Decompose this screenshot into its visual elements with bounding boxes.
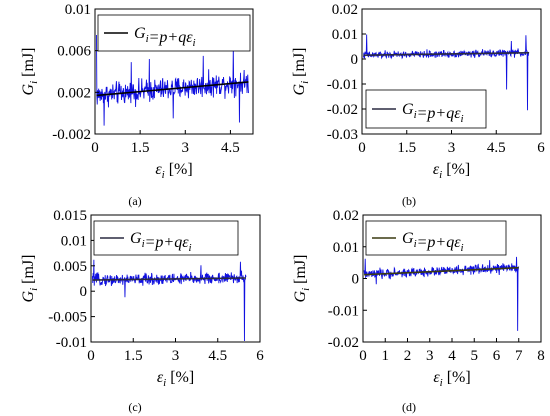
x-tick-label: 7 <box>515 348 523 364</box>
y-axis-label: Gi [mJ] <box>292 255 312 303</box>
x-axis-label: εi [%] <box>433 161 470 181</box>
x-tick-label: 3 <box>182 140 190 156</box>
panel-tag-c: (c) <box>128 400 141 414</box>
series-linear-fit <box>364 266 519 276</box>
panel-c: -0.01 -0.005 0 0.005 0.01 0.015 0 1.5 3 4.5 6 εi [%… <box>20 208 264 389</box>
series-energy-noise <box>91 259 247 341</box>
x-axis-label: εi [%] <box>157 369 194 389</box>
x-tick-label: 0 <box>91 140 99 156</box>
y-tick-label: -0.03 <box>327 127 358 143</box>
y-tick-label: -0.002 <box>52 127 91 143</box>
y-tick-label: -0.005 <box>48 310 87 326</box>
legend-label: Gi=p+qεi <box>402 230 464 254</box>
x-tick-label: 4 <box>448 348 456 364</box>
x-tick-label: 1.5 <box>397 140 416 156</box>
legend: Gi=p+qεi <box>365 89 487 129</box>
x-tick-label: 0 <box>87 348 95 364</box>
series-energy-noise <box>363 256 520 331</box>
y-tick-label: 0 <box>352 272 360 288</box>
panel-tag-a: (a) <box>128 194 141 208</box>
y-tick-label: 0 <box>80 284 88 300</box>
plot-frame <box>94 8 254 135</box>
x-tick-label: 2 <box>404 348 412 364</box>
x-tick-label: 4.5 <box>221 140 240 156</box>
y-tick-label: 0.01 <box>332 27 358 43</box>
y-tick-label: 0.002 <box>57 85 91 101</box>
x-tick-label: 3 <box>448 140 456 156</box>
y-tick-label: 0 <box>351 52 359 68</box>
x-axis-label: εi [%] <box>433 369 470 389</box>
series-linear-fit <box>363 51 530 57</box>
panel-tag-b: (b) <box>402 194 416 208</box>
y-tick-label: -0.01 <box>327 77 358 93</box>
panel-a: -0.002 0.002 0.006 0.01 0 1.5 3 4.5 εi [%] Gi [mJ… <box>20 2 254 181</box>
y-axis-label: Gi [mJ] <box>20 48 40 96</box>
x-tick-label: 6 <box>537 140 545 156</box>
x-tick-label: 0 <box>359 348 367 364</box>
y-tick-label: -0.02 <box>328 335 359 351</box>
y-tick-label: -0.01 <box>56 335 87 351</box>
x-tick-label: 0 <box>358 140 366 156</box>
x-tick-label: 5 <box>471 348 479 364</box>
x-tick-label: 3 <box>426 348 434 364</box>
y-tick-label: -0.02 <box>327 102 358 118</box>
panel-tag-d: (d) <box>402 400 416 414</box>
y-tick-label: 0.01 <box>65 2 91 18</box>
y-tick-label: 0.006 <box>57 44 91 60</box>
legend-label: Gi=p+qεi <box>130 230 192 254</box>
legend: Gi=p+qεi <box>93 220 239 256</box>
y-tick-label: 0.02 <box>332 2 358 18</box>
y-tick-label: 0.015 <box>53 208 87 224</box>
x-tick-label: 3 <box>172 348 180 364</box>
series-linear-fit <box>92 277 246 281</box>
x-tick-label: 6 <box>256 348 264 364</box>
y-tick-label: -0.01 <box>328 303 359 319</box>
y-axis-label: Gi [mJ] <box>291 48 311 96</box>
x-tick-label: 8 <box>537 348 545 364</box>
y-tick-label: 0.02 <box>333 208 359 224</box>
y-tick-label: 0.005 <box>53 259 87 275</box>
legend-label: Gi=p+qεi <box>134 25 196 49</box>
series-linear-fit <box>96 81 249 97</box>
x-tick-label: 4.5 <box>487 140 506 156</box>
y-tick-label: 0.01 <box>61 233 87 249</box>
x-tick-label: 6 <box>493 348 501 364</box>
panel-b: -0.03 -0.02 -0.01 0 0.01 0.02 0 1.5 3 4.5 6 εi [%] G… <box>291 2 545 181</box>
x-axis-label: εi [%] <box>155 161 192 181</box>
y-tick-label: 0.01 <box>333 240 359 256</box>
x-tick-label: 1.5 <box>131 140 150 156</box>
y-axis-label: Gi [mJ] <box>20 255 40 303</box>
legend: Gi=p+qεi <box>365 220 507 256</box>
x-tick-label: 1 <box>382 348 390 364</box>
x-tick-label: 4.5 <box>208 348 227 364</box>
legend-label: Gi=p+qεi <box>402 101 464 125</box>
legend: Gi=p+qεi <box>97 14 251 52</box>
x-tick-label: 1.5 <box>124 348 143 364</box>
